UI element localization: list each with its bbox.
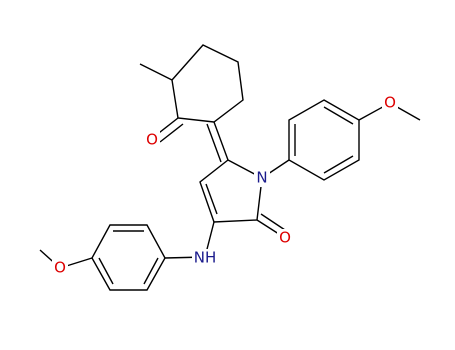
carbonyl-bond bbox=[159, 123, 184, 143]
label-bg bbox=[52, 260, 68, 277]
aromatic-bond bbox=[98, 257, 114, 285]
atom-label: N bbox=[256, 169, 267, 187]
label-bg bbox=[254, 170, 270, 187]
label-bg bbox=[144, 131, 160, 148]
label-bg bbox=[192, 249, 218, 266]
atom-label: NH bbox=[194, 249, 217, 267]
label-bg bbox=[382, 95, 398, 112]
aryl-ring bbox=[91, 224, 166, 291]
aryl-ring bbox=[288, 99, 360, 181]
inner-double-bond bbox=[205, 183, 218, 215]
label-bg bbox=[277, 229, 293, 246]
atom-label: O bbox=[146, 131, 158, 149]
double-bond bbox=[206, 123, 222, 163]
aromatic-bond bbox=[323, 106, 354, 125]
cyclohexane-ring bbox=[171, 44, 244, 123]
atom-labels: O N O NH O O bbox=[52, 94, 398, 277]
bonds bbox=[39, 44, 421, 291]
double-bond bbox=[213, 121, 229, 161]
aromatic-bond bbox=[323, 155, 354, 174]
atom-label: O bbox=[279, 229, 291, 247]
atom-label: O bbox=[54, 259, 66, 277]
methyl-bond bbox=[139, 63, 173, 81]
aromatic-bond bbox=[143, 257, 159, 285]
lactam-carbonyl bbox=[260, 213, 286, 231]
atom-label: O bbox=[384, 94, 396, 112]
